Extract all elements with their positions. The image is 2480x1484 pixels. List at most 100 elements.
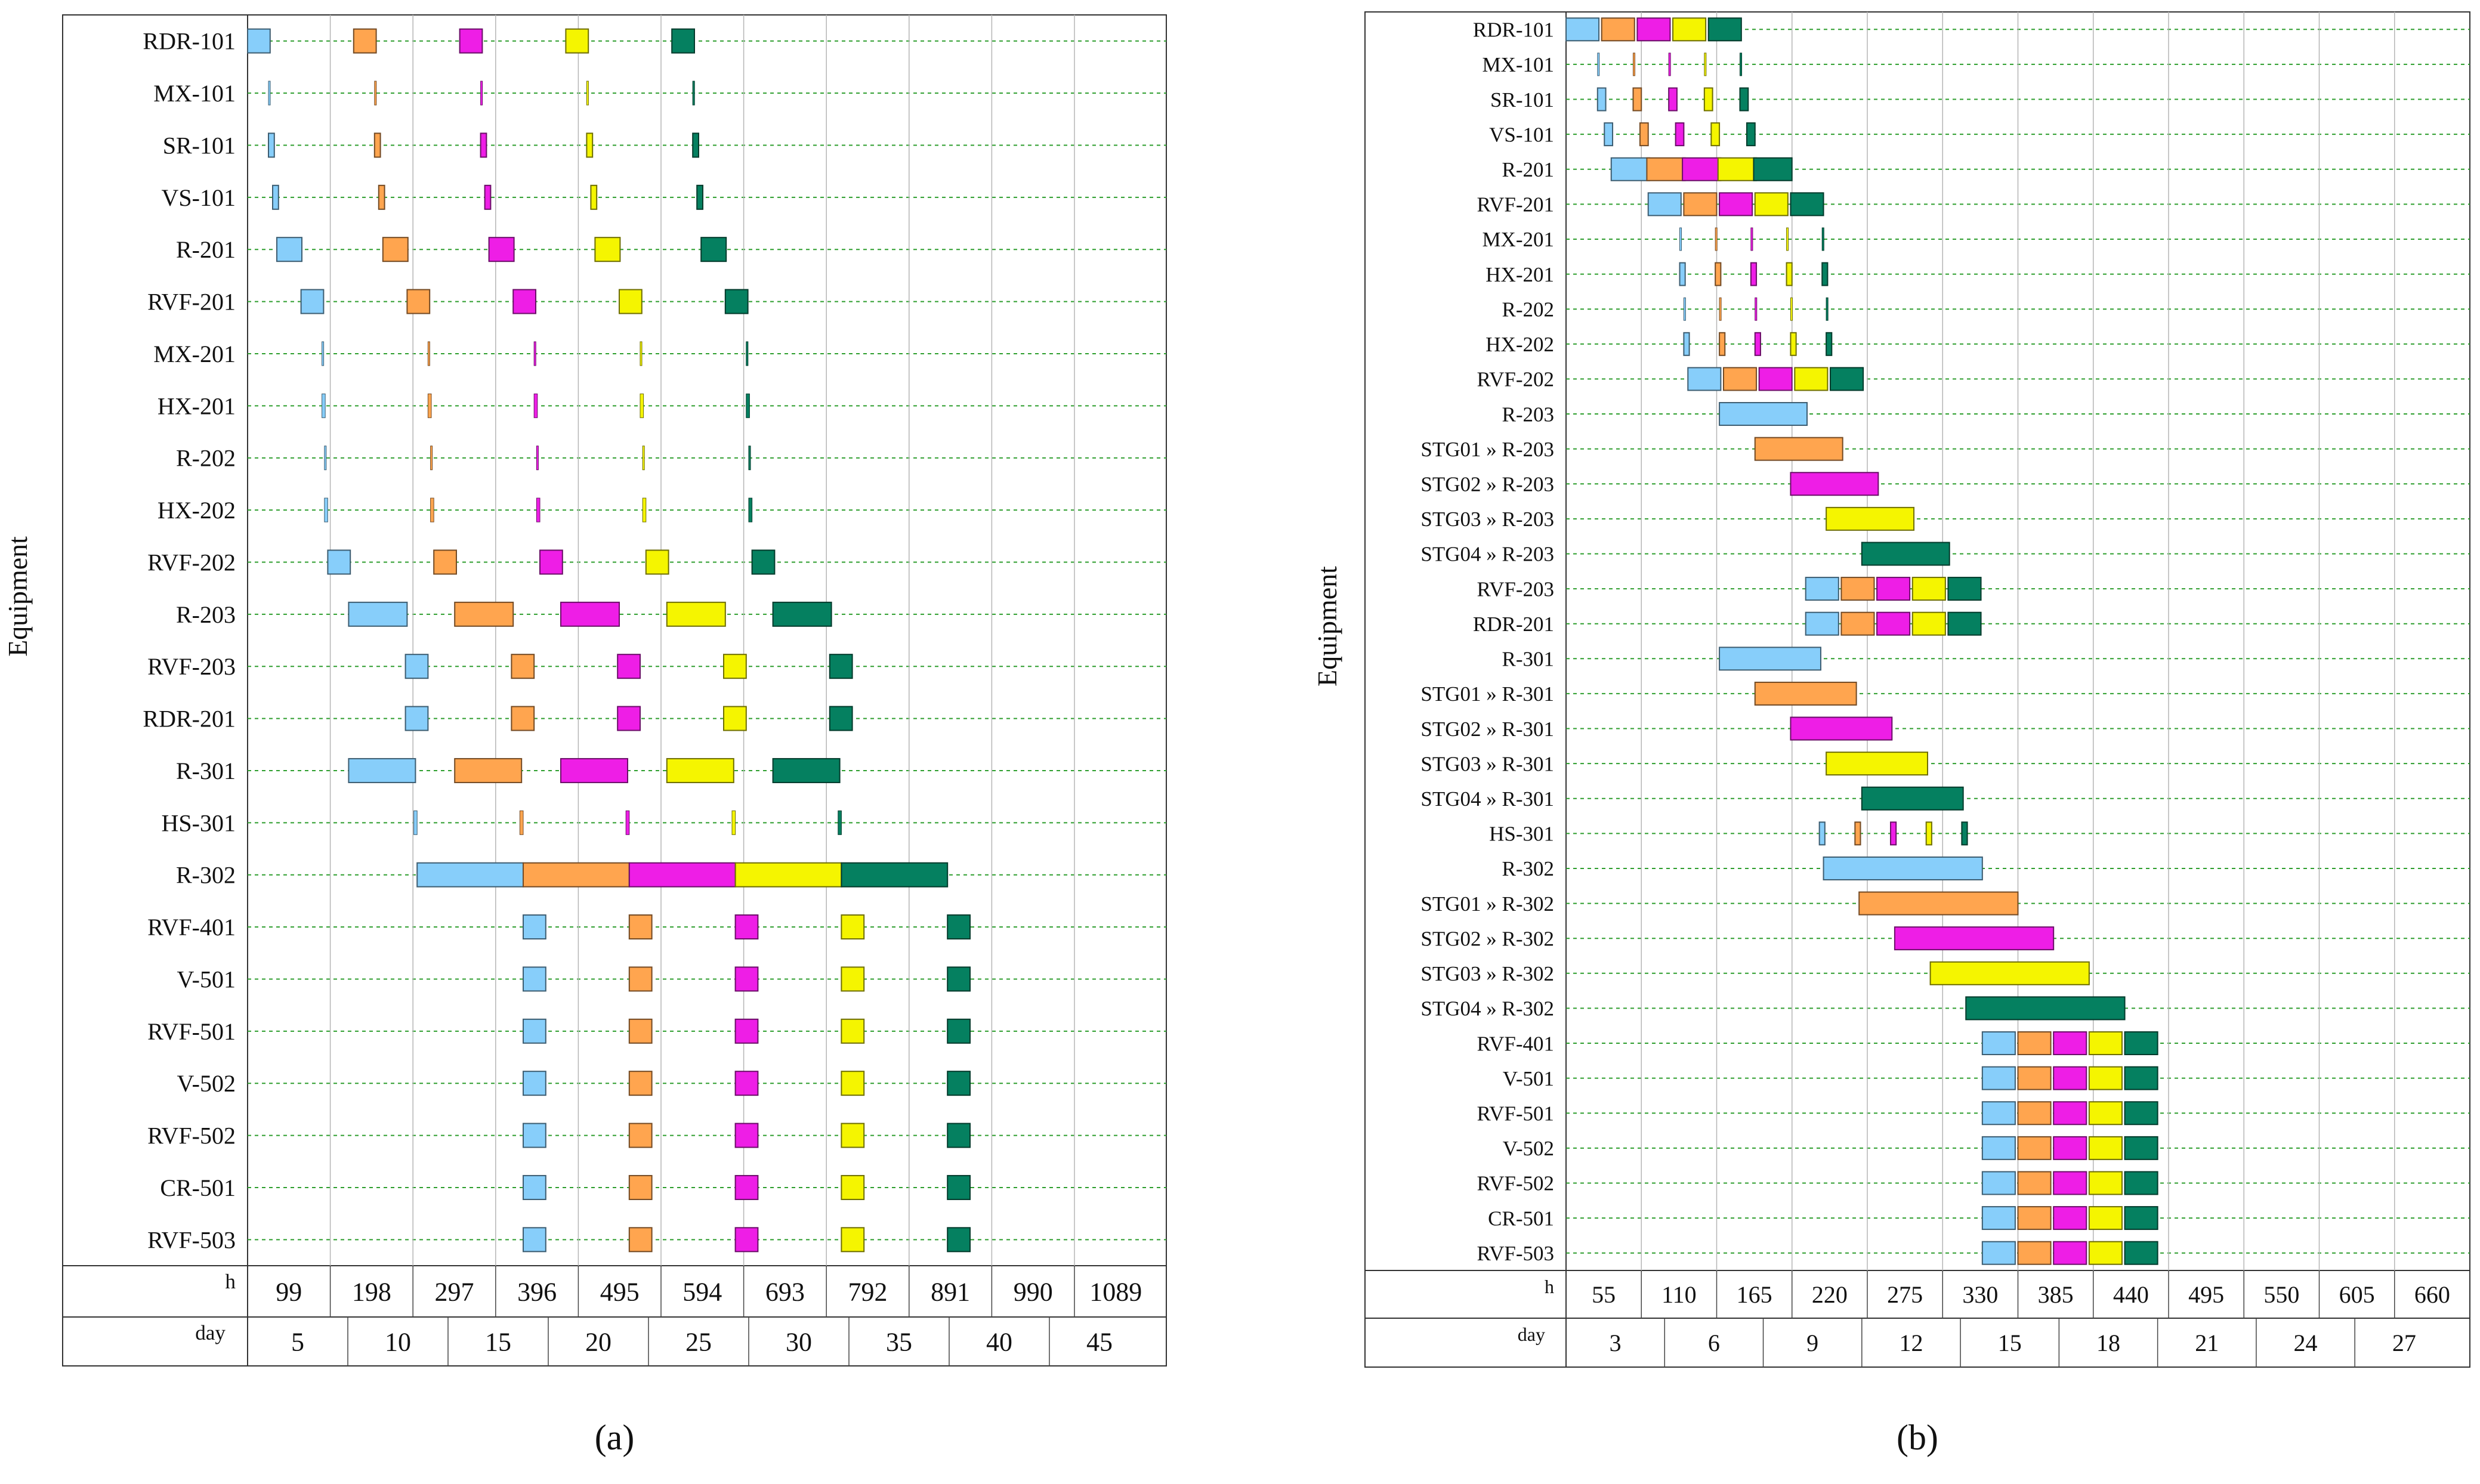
equipment-label: R-202: [1502, 298, 1555, 321]
schedule-bar: [268, 132, 275, 158]
equipment-label: R-202: [176, 445, 236, 472]
h-tick-label: 693: [765, 1277, 805, 1306]
schedule-bar: [628, 1174, 653, 1200]
schedule-bar: [841, 1227, 865, 1253]
schedule-bar: [947, 966, 971, 992]
schedule-bar: [645, 549, 669, 575]
schedule-bar: [2124, 1206, 2158, 1231]
schedule-bar: [454, 758, 523, 783]
day-tick-label: 30: [786, 1327, 812, 1356]
schedule-bar: [628, 1018, 653, 1044]
schedule-bar: [2088, 1136, 2123, 1160]
schedule-bar: [625, 810, 630, 835]
schedule-bar: [829, 706, 853, 731]
schedule-bar: [1668, 87, 1678, 112]
schedule-bar: [2017, 1031, 2052, 1056]
schedule-bar: [748, 446, 751, 471]
schedule-bar: [1675, 122, 1685, 147]
equipment-label: HS-301: [1489, 823, 1554, 846]
day-tick-label: 15: [485, 1327, 511, 1356]
h-tick-label: 220: [1812, 1281, 1848, 1308]
schedule-bar: [1981, 1136, 2016, 1160]
panel-caption: (a): [595, 1418, 635, 1457]
schedule-bar: [1646, 157, 1686, 181]
schedule-bar: [2017, 1241, 2052, 1265]
day-tick-label: 45: [1086, 1327, 1113, 1356]
schedule-bar: [382, 237, 409, 262]
schedule-bar: [2017, 1066, 2052, 1090]
schedule-bar: [628, 914, 653, 940]
day-tick-label: 15: [1998, 1330, 2022, 1356]
equipment-label: STG02 » R-203: [1420, 473, 1554, 496]
schedule-bar: [628, 1123, 653, 1148]
schedule-bar: [1754, 192, 1789, 217]
schedule-bar: [617, 654, 641, 679]
schedule-bar: [1794, 367, 1829, 391]
chart-frame: [1364, 11, 2470, 1368]
schedule-bar: [1790, 297, 1793, 321]
day-tick-label: 27: [2392, 1330, 2416, 1356]
equipment-label: STG04 » R-301: [1420, 787, 1554, 811]
h-tick-label: 330: [1962, 1281, 1998, 1308]
equipment-label: MX-101: [1482, 53, 1554, 76]
schedule-bar: [617, 706, 641, 731]
schedule-bar: [1632, 52, 1635, 76]
schedule-bar: [2053, 1171, 2087, 1195]
schedule-bar: [1790, 192, 1824, 217]
equipment-label: CR-501: [160, 1174, 236, 1201]
equipment-label: R-203: [176, 601, 236, 628]
schedule-bar: [519, 810, 524, 835]
schedule-bar: [1840, 611, 1875, 636]
schedule-bar: [1805, 611, 1839, 636]
schedule-bar: [746, 341, 749, 366]
equipment-label: HX-202: [157, 497, 236, 524]
schedule-bar: [1632, 87, 1642, 112]
schedule-bar: [731, 810, 736, 835]
schedule-bar: [1753, 157, 1793, 181]
h-tick-label: 99: [276, 1277, 302, 1306]
schedule-bar: [523, 1018, 546, 1044]
schedule-bar: [2053, 1031, 2087, 1056]
schedule-bar: [1719, 297, 1722, 321]
schedule-bar: [628, 966, 653, 992]
equipment-label: STG04 » R-203: [1420, 543, 1554, 566]
schedule-bar: [1739, 87, 1749, 112]
schedule-bar: [416, 862, 524, 888]
schedule-bar: [1821, 227, 1824, 251]
schedule-bar: [947, 1071, 971, 1096]
schedule-bar: [628, 862, 736, 888]
equipment-label: MX-101: [153, 80, 236, 107]
schedule-bar: [512, 289, 537, 314]
schedule-bar: [523, 1071, 546, 1096]
schedule-bar: [480, 132, 487, 158]
schedule-bar: [2053, 1136, 2087, 1160]
schedule-bar: [533, 393, 538, 418]
schedule-bar: [523, 1123, 546, 1148]
schedule-bar: [1717, 157, 1758, 181]
schedule-bar: [1750, 262, 1758, 286]
schedule-bar: [1683, 297, 1686, 321]
equipment-label: R-201: [1502, 158, 1555, 181]
schedule-bar: [1981, 1031, 2016, 1056]
schedule-bar: [734, 862, 842, 888]
schedule-bar: [2053, 1066, 2087, 1090]
day-tick-label: 18: [2096, 1330, 2120, 1356]
equipment-label: RDR-101: [1473, 18, 1554, 42]
schedule-bar: [430, 497, 434, 523]
schedule-bar: [327, 549, 351, 575]
schedule-bar: [427, 341, 430, 366]
schedule-bar: [272, 184, 279, 210]
schedule-bar: [539, 549, 563, 575]
schedule-bar: [642, 446, 645, 471]
equipment-label: RVF-502: [1477, 1172, 1554, 1195]
schedule-bar: [2053, 1241, 2087, 1265]
schedule-bar: [1826, 506, 1915, 531]
schedule-bar: [772, 601, 832, 627]
h-tick-label: 891: [931, 1277, 970, 1306]
schedule-bar: [734, 1227, 759, 1253]
schedule-bar: [511, 706, 535, 731]
schedule-bar: [841, 966, 865, 992]
equipment-label: R-203: [1502, 403, 1555, 426]
schedule-bar: [300, 289, 325, 314]
schedule-bar: [1826, 752, 1929, 776]
